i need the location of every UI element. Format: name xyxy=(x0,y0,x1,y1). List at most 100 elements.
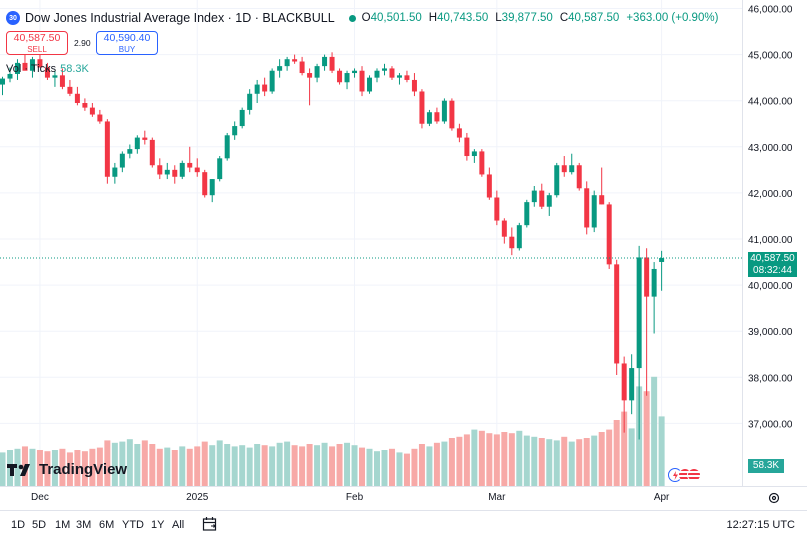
symbol-icon[interactable]: 30 xyxy=(6,11,20,25)
volume-bar xyxy=(104,440,111,486)
volume-legend[interactable]: Vol · Ticks 58.3K xyxy=(6,63,89,75)
time-axis[interactable]: Dec 2025 Feb Mar Apr xyxy=(0,486,807,504)
candle-body xyxy=(44,67,50,78)
candle xyxy=(359,66,365,97)
candle xyxy=(614,259,620,375)
candle-body xyxy=(82,103,88,108)
price-tick-label: 45,000.00 xyxy=(748,51,793,62)
price-tick-label: 46,000.00 xyxy=(748,5,793,16)
candle xyxy=(644,248,650,396)
volume-bar xyxy=(448,438,455,486)
time-tick-label: Dec xyxy=(31,492,49,503)
volume-bar xyxy=(119,441,126,486)
candle xyxy=(247,89,253,115)
candle-body xyxy=(389,68,395,78)
candle xyxy=(7,67,13,83)
date-range-calendar-icon[interactable] xyxy=(202,516,218,532)
candle-body xyxy=(254,84,260,94)
candle-body xyxy=(187,162,193,168)
price-axis[interactable]: 46,000.00 45,000.00 44,000.00 43,000.00 42,0… xyxy=(742,0,807,486)
candle-body xyxy=(659,258,665,262)
volume-bar xyxy=(6,450,13,486)
timeframe-1m[interactable]: 1M xyxy=(55,519,71,531)
symbol-title[interactable]: Dow Jones Industrial Average Index · 1D … xyxy=(25,11,335,25)
candle xyxy=(396,73,402,85)
price-chart[interactable]: 46,000.00 45,000.00 44,000.00 43,000.00 42,0… xyxy=(0,0,807,510)
candle xyxy=(337,68,343,85)
candle xyxy=(52,70,58,87)
spread-value: 2.90 xyxy=(74,38,91,48)
timeframe-5d[interactable]: 5D xyxy=(32,519,47,531)
candle-body xyxy=(172,169,178,177)
volume-bar xyxy=(344,442,351,486)
volume-bar xyxy=(598,432,605,486)
volume-bar xyxy=(209,445,216,486)
candle xyxy=(187,146,193,173)
candle-body xyxy=(329,56,335,71)
candle-body xyxy=(606,204,612,265)
volume-bar xyxy=(314,445,321,486)
timeframe-1d[interactable]: 1D xyxy=(11,519,26,531)
tradingview-logo[interactable]: TradingView xyxy=(7,461,127,478)
volume-bar xyxy=(111,442,118,486)
timeframe-all[interactable]: All xyxy=(172,519,185,531)
candle xyxy=(82,98,88,111)
volume-bar xyxy=(201,441,208,486)
bottom-toolbar: 1D 5D 1M 3M 6M YTD 1Y All 12:27:15 UTC xyxy=(0,510,807,539)
utc-clock[interactable]: 12:27:15 UTC xyxy=(726,519,795,531)
candle-body xyxy=(104,121,110,177)
sell-price: 40,587.50 xyxy=(13,32,61,44)
candle xyxy=(224,132,230,161)
candle xyxy=(284,56,290,71)
volume-bar xyxy=(194,446,201,486)
candle xyxy=(142,130,148,145)
candle-body xyxy=(67,86,73,94)
volume-bar xyxy=(171,450,178,486)
price-tick-label: 43,000.00 xyxy=(748,143,793,154)
volume-bar xyxy=(284,441,291,486)
volume-legend-value: 58.3K xyxy=(60,63,89,75)
timeframe-3m[interactable]: 3M xyxy=(76,519,92,531)
volume-bar xyxy=(96,447,103,486)
volume-bar xyxy=(164,447,171,486)
settings-gear-icon[interactable] xyxy=(768,492,780,504)
candle xyxy=(269,68,275,94)
candle xyxy=(314,63,320,83)
volume-bar xyxy=(0,452,6,486)
volume-bars xyxy=(0,376,665,486)
candle xyxy=(104,119,110,184)
change-value: +363.00 (+0.90%) xyxy=(626,12,719,24)
volume-bar xyxy=(463,434,470,486)
buy-label: BUY xyxy=(118,45,136,54)
sell-button[interactable]: 40,587.50 SELL xyxy=(6,31,68,55)
candle-body xyxy=(292,59,298,62)
volume-bar xyxy=(306,444,313,486)
buy-button[interactable]: 40,590.40 BUY xyxy=(96,31,158,55)
timeframe-ytd[interactable]: YTD xyxy=(122,519,144,531)
low-value: L39,877.50 xyxy=(495,12,553,24)
bar-countdown: 08:32:44 xyxy=(753,265,792,276)
close-value: C40,587.50 xyxy=(559,12,620,24)
candle xyxy=(456,123,462,143)
candle-body xyxy=(419,91,425,124)
timeframe-6m[interactable]: 6M xyxy=(99,519,115,531)
volume-bar xyxy=(531,436,538,486)
candle-body xyxy=(494,197,500,221)
price-tick-label: 40,000.00 xyxy=(748,281,793,292)
candle xyxy=(419,89,425,129)
candle-body xyxy=(479,151,485,175)
us-event-flag-icon[interactable] xyxy=(687,468,701,482)
volume-bar xyxy=(29,448,36,486)
candle-body xyxy=(217,158,223,180)
timeframe-1y[interactable]: 1Y xyxy=(151,519,165,531)
candle-body xyxy=(0,78,5,85)
volume-bar xyxy=(231,446,238,486)
candle xyxy=(629,354,635,415)
candle xyxy=(471,149,477,163)
high-value: H40,743.50 xyxy=(428,12,489,24)
candle-body xyxy=(284,59,290,67)
candle-body xyxy=(509,236,515,249)
volume-bar xyxy=(134,444,141,486)
candle-body xyxy=(404,75,410,80)
candle xyxy=(14,59,20,80)
